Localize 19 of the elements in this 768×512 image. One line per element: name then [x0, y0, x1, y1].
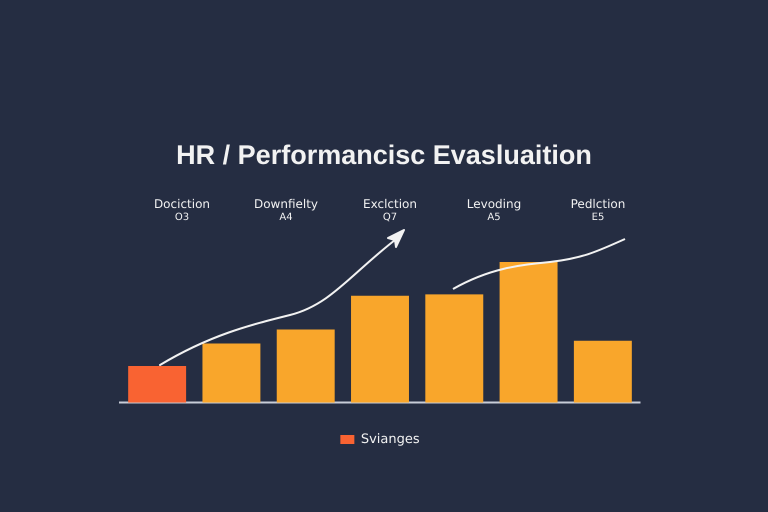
- text: A5: [486, 211, 502, 224]
- bar: [574, 340, 632, 403]
- text: O3: [174, 211, 190, 224]
- chart-title: HR / Performancisc Evasluaition: [175, 140, 593, 171]
- bar: [276, 329, 335, 403]
- bar: [351, 296, 409, 403]
- legend-label: Svianges: [360, 432, 420, 447]
- text: Dociction: [152, 197, 212, 211]
- text: Downfielty: [252, 197, 320, 211]
- text: Exclction: [362, 197, 418, 211]
- bar: [500, 262, 558, 403]
- bar: [128, 366, 186, 403]
- text: Pedlction: [570, 197, 626, 211]
- text: Q7: [382, 211, 398, 224]
- bar: [202, 344, 260, 403]
- text: A4: [278, 211, 294, 224]
- bar: [425, 294, 484, 403]
- text: E5: [590, 211, 606, 224]
- text: Levoding: [466, 197, 522, 211]
